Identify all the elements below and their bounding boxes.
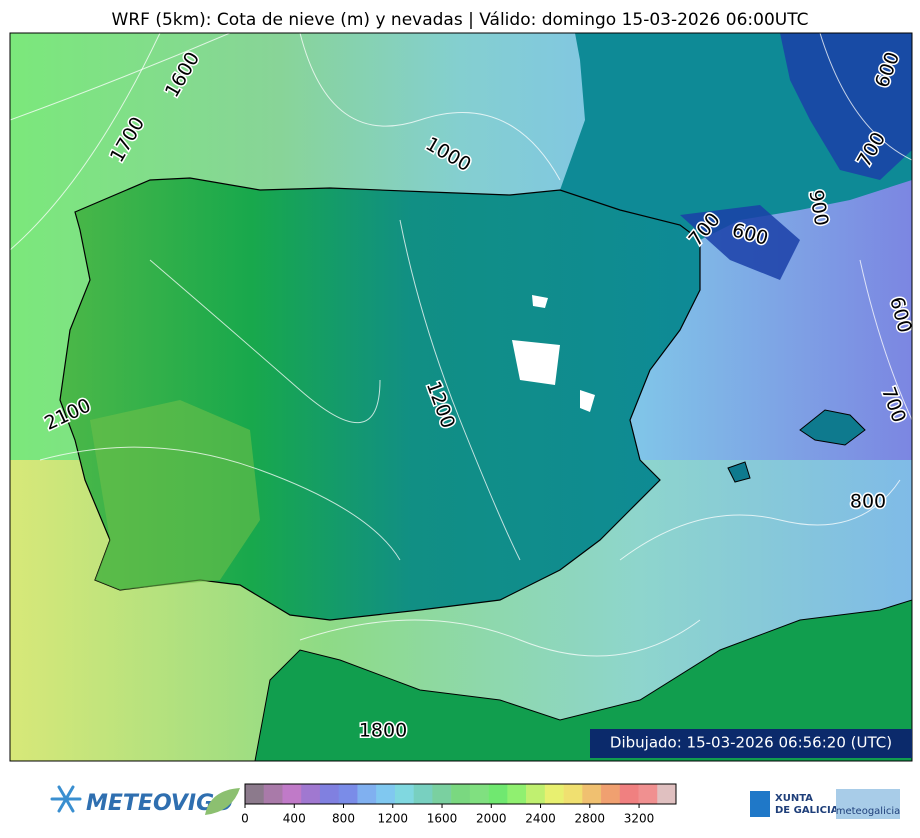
- africa: [254, 599, 912, 761]
- colorbar-cell: [319, 784, 339, 804]
- colorbar-cell: [245, 784, 265, 804]
- colorbar-tick-label: 400: [283, 812, 306, 826]
- colorbar-tick-label: 1600: [427, 812, 458, 826]
- title: WRF (5km): Cota de nieve (m) y nevadas |…: [112, 10, 809, 30]
- colorbar-tick-label: 0: [241, 812, 249, 826]
- colorbar-cell: [619, 784, 639, 804]
- colorbar-tick-label: 2000: [476, 812, 507, 826]
- colorbar-cell: [432, 784, 452, 804]
- colorbar-cell: [282, 784, 302, 804]
- timestamp: Dibujado: 15-03-2026 06:56:20 (UTC): [610, 734, 892, 752]
- timestamp-box: [590, 729, 912, 758]
- colorbar-tick-label: 3200: [624, 812, 655, 826]
- colorbar-cell: [263, 784, 283, 804]
- colorbar-cell: [301, 784, 321, 804]
- colorbar-cell: [357, 784, 377, 804]
- colorbar-cell: [413, 784, 433, 804]
- colorbar: 0 400 800 1200 1600 2000 2400 2800 3200: [241, 783, 677, 826]
- xunta: DE GALICIA: [775, 805, 839, 816]
- colorbar-cell: [488, 784, 508, 804]
- contours: [10, 33, 912, 657]
- low-snow-area: [680, 33, 912, 280]
- xunta-flag: [750, 791, 770, 817]
- colorbar-tick-label: 2400: [525, 812, 556, 826]
- colorbar-cell: [638, 784, 658, 804]
- leaf: [205, 788, 240, 815]
- colorbar-cell: [451, 784, 471, 804]
- map-frame: [9, 32, 913, 762]
- snow-area: [512, 295, 595, 412]
- colorbar-cell: [582, 784, 602, 804]
- colorbar-cell: [394, 784, 414, 804]
- colorbar-tick-label: 1200: [377, 812, 408, 826]
- colorbar-cell: [601, 784, 621, 804]
- colorbar-cell: [376, 784, 396, 804]
- colorbar-cell: [526, 784, 546, 804]
- colorbar-cell: [657, 784, 677, 804]
- xunta: XUNTA: [775, 793, 813, 804]
- contour-label: 800: [850, 491, 886, 513]
- colorbar-cell: [507, 784, 527, 804]
- colorbar-tick-label: 2800: [575, 812, 606, 826]
- meteogalicia-box: [836, 789, 900, 819]
- colorbar-cell: [338, 784, 358, 804]
- contour-label: 600: [885, 295, 916, 336]
- colorbar-cell: [563, 784, 583, 804]
- meteovigo-logo: [50, 785, 82, 813]
- colorbar-cell: [544, 784, 564, 804]
- colorbar-frame: [244, 783, 677, 805]
- ibiza: [727, 461, 751, 483]
- colorbar-cell: [469, 784, 489, 804]
- contour-label: 1800: [359, 720, 407, 742]
- colorbar-tick-label: 800: [332, 812, 355, 826]
- mallorca: [799, 409, 866, 446]
- meteogalicia: meteogalicia: [836, 806, 901, 817]
